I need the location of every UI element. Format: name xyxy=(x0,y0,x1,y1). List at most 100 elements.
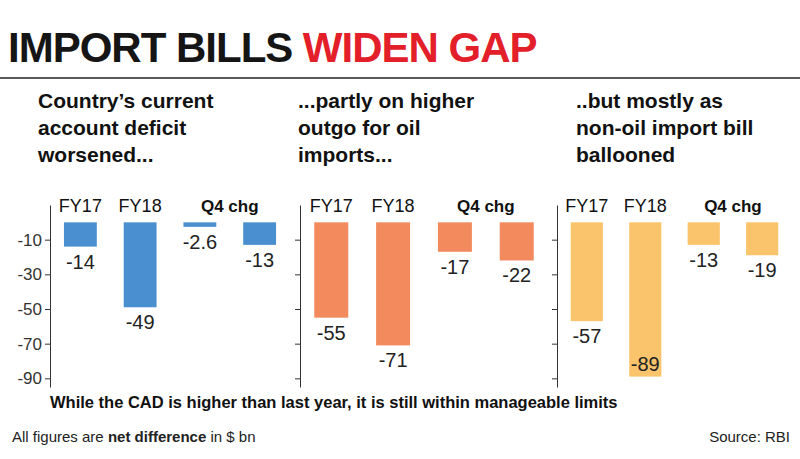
source: Source: RBI xyxy=(709,428,790,445)
headline-red: WIDEN GAP xyxy=(303,24,537,71)
y-axis-line xyxy=(300,206,301,388)
x-axis: FY17 FY18 xyxy=(59,196,162,216)
panel-title: non-oil import bill xyxy=(576,116,753,139)
headline-black: IMPORT BILLS xyxy=(8,24,292,71)
y-axis xyxy=(552,206,558,388)
data-label: -17 xyxy=(440,256,469,278)
y-tick-mark xyxy=(295,240,300,241)
group-annotation: Q4 chg xyxy=(704,197,762,216)
group-annotation: Q4 chg xyxy=(201,197,259,216)
y-tick-mark xyxy=(295,344,300,345)
y-tick-mark xyxy=(552,309,557,310)
y-tick xyxy=(295,378,300,379)
x-tick: FY18 xyxy=(624,196,667,216)
bar xyxy=(64,222,97,246)
data-label: -57 xyxy=(572,325,601,347)
x-tick-label: FY17 xyxy=(59,196,102,216)
y-tick xyxy=(552,309,557,310)
x-tick-label: FY17 xyxy=(565,196,608,216)
x-tick: FY17 xyxy=(565,196,608,216)
y-tick-mark xyxy=(552,378,557,379)
footnote: While the CAD is higher than last year, … xyxy=(50,393,618,411)
y-axis-line xyxy=(557,206,558,388)
panel-title: account deficit xyxy=(38,116,186,139)
x-tick: FY18 xyxy=(372,196,415,216)
bar xyxy=(376,222,410,345)
panel-title: outgo for oil xyxy=(298,116,420,139)
y-tick-mark xyxy=(552,344,557,345)
y-tick-label: -30 xyxy=(17,265,42,284)
y-tick xyxy=(295,240,300,241)
bars xyxy=(64,222,276,307)
bar xyxy=(629,222,661,376)
bars xyxy=(314,222,533,345)
y-tick xyxy=(552,344,557,345)
y-tick-mark xyxy=(295,378,300,379)
data-label: -13 xyxy=(689,249,718,271)
panel-title: ballooned xyxy=(576,143,675,166)
y-axis: -10 -30 -50 -70 -90 xyxy=(17,206,50,389)
bar xyxy=(314,222,348,317)
data-label: -55 xyxy=(317,322,346,344)
note-part: All figures are xyxy=(12,428,104,445)
headline: IMPORT BILLSWIDEN GAP xyxy=(8,24,537,71)
panel-title: imports... xyxy=(298,143,393,166)
bar xyxy=(124,222,157,307)
panel-title: Country’s current xyxy=(38,89,213,112)
panel: Country’s current account deficit worsened… xyxy=(17,89,276,388)
note-part: net difference xyxy=(108,428,206,445)
panel-title: ..but mostly as xyxy=(576,89,723,112)
bars xyxy=(571,222,778,376)
y-tick xyxy=(552,240,557,241)
y-tick xyxy=(552,378,557,379)
group-annotation: Q4 chg xyxy=(457,197,515,216)
y-tick-label: -10 xyxy=(17,231,42,250)
bar xyxy=(571,222,603,321)
data-label: -89 xyxy=(631,353,660,375)
y-tick xyxy=(295,274,300,275)
y-tick-mark xyxy=(45,344,50,345)
data-label: -13 xyxy=(245,249,274,271)
x-tick: FY17 xyxy=(59,196,102,216)
data-label: -2.6 xyxy=(183,231,217,253)
data-label: -71 xyxy=(379,349,408,371)
y-tick-mark xyxy=(295,309,300,310)
note-part: in $ bn xyxy=(210,428,255,445)
y-tick-mark xyxy=(45,274,50,275)
bar xyxy=(500,222,534,260)
y-tick-mark xyxy=(552,240,557,241)
y-tick xyxy=(552,274,557,275)
data-label: -22 xyxy=(502,264,531,286)
y-tick: -30 xyxy=(17,265,50,284)
y-axis xyxy=(295,206,301,388)
y-tick-label: -70 xyxy=(17,335,42,354)
y-tick-mark xyxy=(45,309,50,310)
bar xyxy=(688,222,720,245)
y-tick-label: -50 xyxy=(17,300,42,319)
note: All figures arenet differencein $ bn xyxy=(12,428,256,445)
data-label: -14 xyxy=(66,251,95,273)
headline-rule xyxy=(0,77,800,79)
x-tick-label: FY18 xyxy=(624,196,667,216)
bar xyxy=(243,222,276,245)
panel-title: ...partly on higher xyxy=(298,89,474,112)
x-tick-label: FY18 xyxy=(119,196,162,216)
chart-page: IMPORT BILLSWIDEN GAP Country’s current ac… xyxy=(0,0,800,459)
panel: ..but mostly as non-oil import bill balloo… xyxy=(552,89,778,388)
y-tick-label: -90 xyxy=(17,369,42,388)
bar xyxy=(746,222,778,255)
y-tick: -70 xyxy=(17,335,50,354)
y-tick-mark xyxy=(45,240,50,241)
x-axis: FY17 FY18 xyxy=(310,196,415,216)
y-tick xyxy=(295,309,300,310)
y-tick-mark xyxy=(552,274,557,275)
y-tick: -50 xyxy=(17,300,50,319)
x-tick: FY18 xyxy=(119,196,162,216)
y-tick: -90 xyxy=(17,369,50,388)
panel-title: worsened... xyxy=(37,143,154,166)
bar xyxy=(183,222,216,227)
x-tick-label: FY17 xyxy=(310,196,353,216)
data-label: -19 xyxy=(748,259,777,281)
x-tick: FY17 xyxy=(310,196,353,216)
data-label: -49 xyxy=(126,311,155,333)
